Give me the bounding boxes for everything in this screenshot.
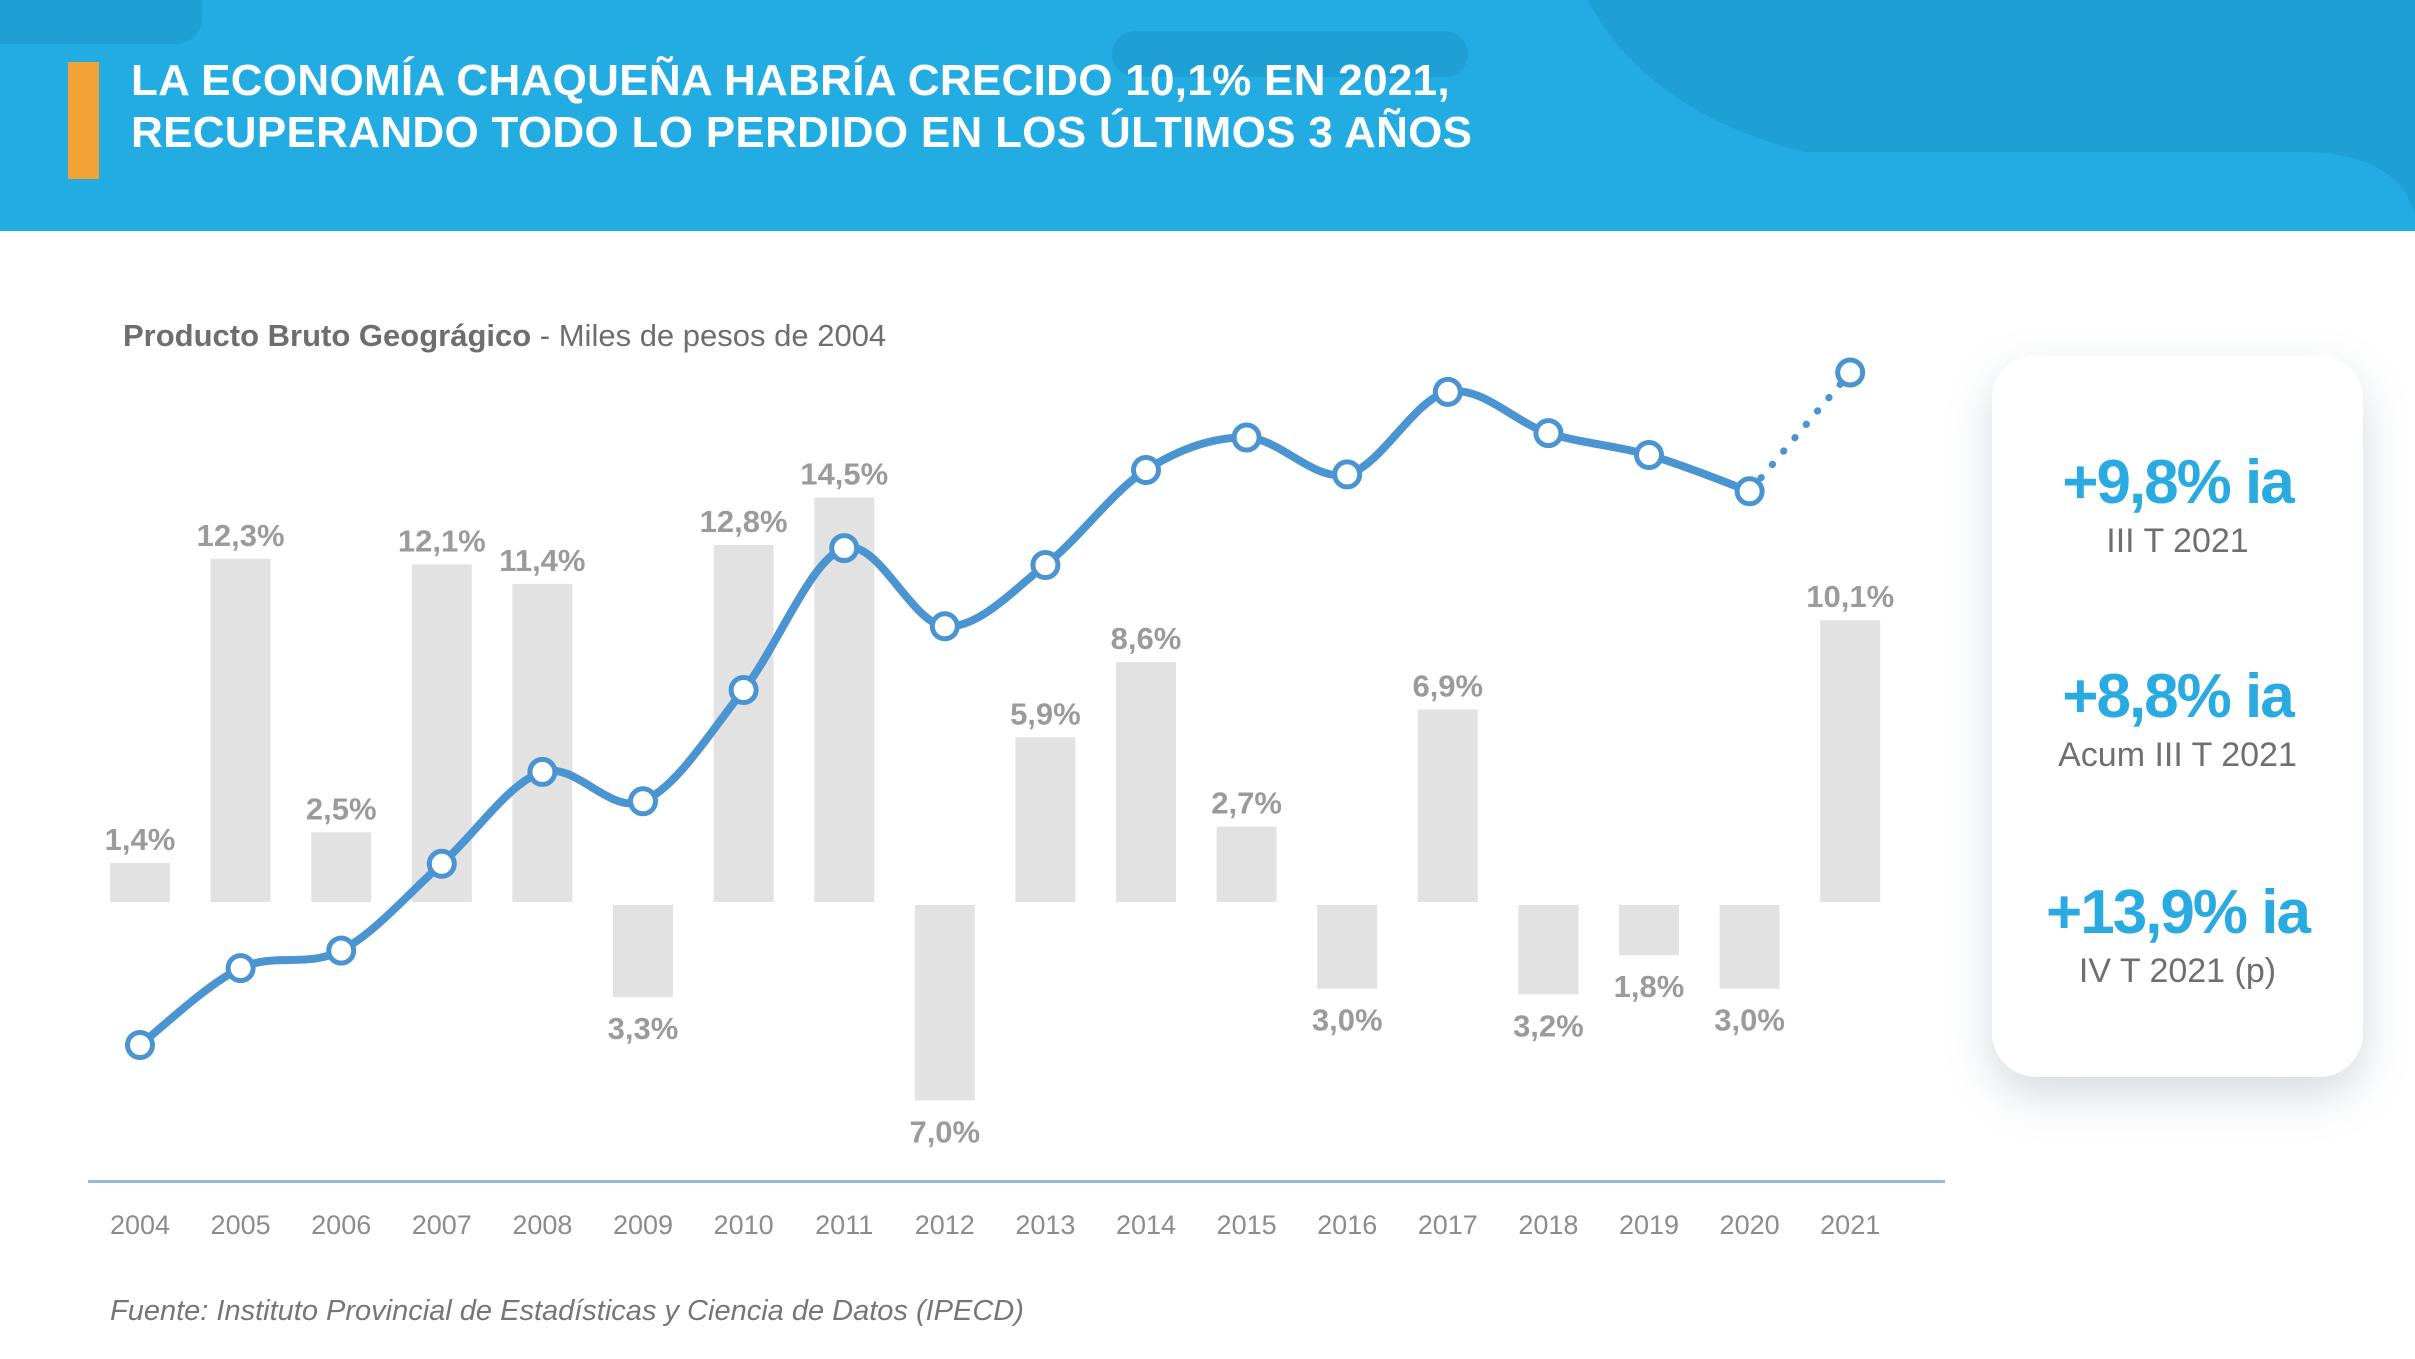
bar-2016: [1317, 905, 1378, 989]
x-axis-label-2008: 2008: [512, 1210, 572, 1240]
bar-label-2015: 2,7%: [1211, 786, 1282, 821]
bar-label-2008: 11,4%: [499, 543, 585, 578]
page-title: LA ECONOMÍA CHAQUEÑA HABRÍA CRECIDO 10,1…: [131, 55, 1472, 159]
gdp-line-projection: [1746, 369, 1854, 495]
bar-label-2017: 6,9%: [1412, 669, 1483, 704]
stat-block-acum: +8,8% ia Acum III T 2021: [1992, 661, 2363, 775]
bar-2020: [1719, 905, 1780, 989]
bar-label-2005: 12,3%: [197, 518, 285, 553]
marker-2020: [1734, 476, 1765, 507]
bar-2004: [110, 862, 170, 902]
chart-title: Producto Bruto Geográgico - Miles de pes…: [123, 318, 886, 354]
bar-2006: [311, 832, 372, 903]
x-axis-label-2019: 2019: [1619, 1210, 1679, 1240]
stat-value: +8,8% ia: [2062, 662, 2294, 731]
bar-2010: [713, 544, 774, 902]
bar-label-2009: 3,3%: [608, 1011, 679, 1046]
x-axis-label-2006: 2006: [311, 1210, 371, 1240]
marker-2013: [1030, 550, 1061, 580]
stat-period: III T 2021: [2106, 522, 2249, 560]
bar-label-2007: 12,1%: [398, 523, 486, 558]
marker-2021: [1835, 357, 1866, 388]
marker-2011: [829, 533, 860, 564]
chart-title-rest: - Miles de pesos de 2004: [531, 318, 887, 353]
marker-2006: [326, 935, 357, 966]
bar-2021: [1820, 620, 1881, 902]
stat-block-q3: +9,8% ia III T 2021: [1992, 447, 2363, 561]
bar-2008: [512, 583, 573, 902]
x-axis-label-2021: 2021: [1820, 1210, 1880, 1240]
x-axis-label-2013: 2013: [1015, 1210, 1075, 1240]
bar-label-2016: 3,0%: [1312, 1003, 1383, 1038]
title-accent-bar: [68, 62, 99, 179]
x-axis-label-2017: 2017: [1418, 1210, 1478, 1240]
header-decor-rounded-rect-left: [0, 0, 202, 44]
x-axis-label-2009: 2009: [613, 1210, 673, 1240]
bar-2014: [1116, 662, 1176, 902]
chart-title-bold: Producto Bruto Geográgico: [123, 318, 532, 353]
stat-value: +13,9% ia: [2046, 878, 2311, 947]
bar-label-2011: 14,5%: [800, 457, 888, 492]
bar-label-2014: 8,6%: [1111, 621, 1182, 656]
header-corner-shape-path: [1587, 0, 2415, 215]
header-decor-corner-shape: [1587, 0, 2415, 215]
x-axis-label-2007: 2007: [412, 1210, 472, 1240]
page-title-line1: LA ECONOMÍA CHAQUEÑA HABRÍA CRECIDO 10,1…: [131, 56, 1450, 105]
marker-2016: [1332, 459, 1363, 490]
bar-label-2010: 12,8%: [700, 504, 788, 539]
x-axis-label-2004: 2004: [110, 1210, 170, 1240]
stat-value: +9,8% ia: [2062, 448, 2294, 517]
x-axis-label-2016: 2016: [1317, 1210, 1377, 1240]
x-axis-label-2012: 2012: [915, 1210, 975, 1240]
marker-2018: [1533, 418, 1564, 449]
stat-period: IV T 2021 (p): [2078, 952, 2277, 990]
x-axis-label-2015: 2015: [1217, 1210, 1277, 1240]
x-axis-label-2010: 2010: [714, 1210, 774, 1240]
x-axis-label-2020: 2020: [1720, 1210, 1780, 1240]
bar-label-2013: 5,9%: [1010, 696, 1081, 731]
marker-2008: [527, 756, 558, 787]
marker-2007: [426, 848, 457, 879]
marker-2010: [728, 675, 759, 705]
bar-label-2019: 1,8%: [1614, 969, 1685, 1004]
bar-2013: [1015, 737, 1076, 902]
x-axis-line: [88, 1180, 1945, 1183]
bar-2019: [1619, 905, 1679, 956]
bar-label-2012: 7,0%: [909, 1114, 980, 1149]
bar-2018: [1518, 905, 1579, 995]
marker-2004: [125, 1030, 155, 1060]
x-axis-label-2014: 2014: [1116, 1210, 1176, 1240]
x-axis-label-2018: 2018: [1518, 1210, 1578, 1240]
x-axis-label-2005: 2005: [211, 1210, 271, 1240]
bar-2005: [210, 558, 271, 902]
stat-period: Acum III T 2021: [2058, 736, 2297, 774]
marker-2005: [225, 953, 256, 984]
bar-2012: [914, 905, 975, 1101]
marker-2012: [929, 611, 960, 642]
marker-2015: [1231, 422, 1262, 453]
marker-2019: [1634, 440, 1664, 470]
bar-2009: [613, 905, 673, 998]
header-banner: LA ECONOMÍA CHAQUEÑA HABRÍA CRECIDO 10,1…: [0, 0, 2415, 231]
source-note: Fuente: Instituto Provincial de Estadíst…: [110, 1295, 1024, 1327]
bar-label-2006: 2,5%: [306, 791, 377, 826]
bar-label-2021: 10,1%: [1806, 579, 1894, 614]
bar-label-2020: 3,0%: [1714, 1003, 1785, 1038]
x-axis-label-2011: 2011: [815, 1210, 873, 1240]
header-decor-pill: [1112, 31, 1468, 77]
stat-block-q4: +13,9% ia IV T 2021 (p): [1992, 877, 2363, 991]
page-title-line2: RECUPERANDO TODO LO PERDIDO EN LOS ÚLTIM…: [131, 108, 1473, 157]
bar-2015: [1216, 826, 1277, 902]
bar-label-2018: 3,2%: [1513, 1008, 1584, 1043]
stats-card: +9,8% ia III T 2021 +8,8% ia Acum III T …: [1992, 355, 2363, 1077]
marker-2009: [628, 786, 658, 817]
marker-2014: [1131, 455, 1161, 485]
marker-2017: [1432, 376, 1463, 407]
bar-label-2004: 1,4%: [105, 822, 176, 857]
bar-2017: [1417, 709, 1478, 902]
